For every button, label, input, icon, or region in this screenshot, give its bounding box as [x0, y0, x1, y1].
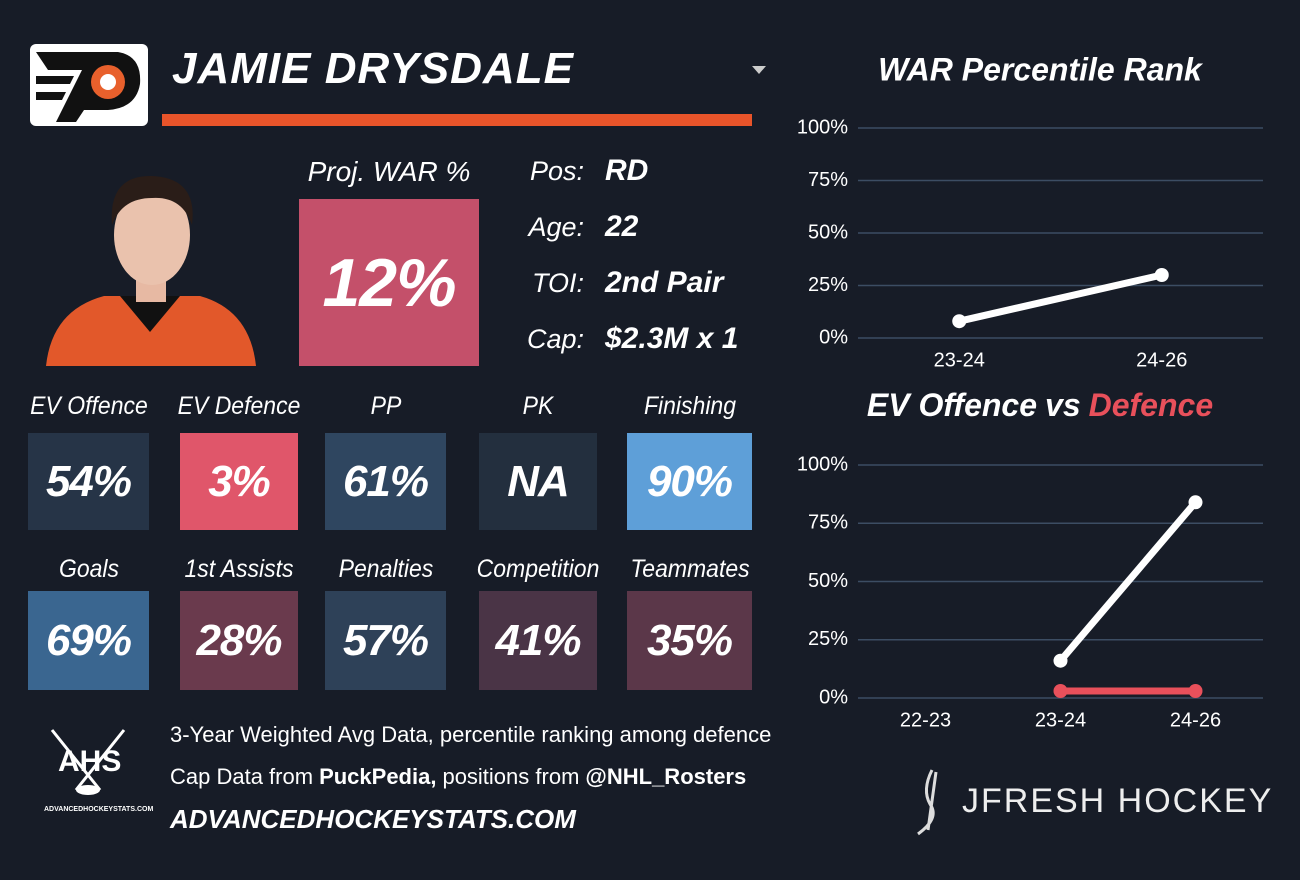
- credit-text: Cap Data from: [170, 764, 314, 789]
- player-photo: [46, 175, 256, 366]
- info-label: Cap:: [526, 324, 584, 354]
- footer-credits: Cap Data from PuckPedia, positions from …: [170, 764, 746, 790]
- tile-value: 28%: [180, 591, 298, 690]
- series-line: [955, 271, 1166, 325]
- credit-text: positions from: [442, 764, 580, 789]
- tile-label: PK: [522, 392, 554, 420]
- footer-url[interactable]: ADVANCEDHOCKEYSTATS.COM: [170, 804, 576, 834]
- tile-value: 61%: [325, 433, 446, 530]
- point: [1188, 495, 1203, 510]
- ahs-logo-small: ADVANCEDHOCKEYSTATS.COM: [44, 806, 154, 813]
- x-tick-label: 23-24: [934, 349, 985, 371]
- title-part: vs: [1045, 387, 1081, 423]
- x-tick-label: 23-24: [1035, 709, 1086, 731]
- info-label: Pos:: [529, 156, 584, 186]
- point: [1053, 653, 1068, 668]
- series-line: [1057, 498, 1199, 665]
- tile-label: Finishing: [643, 392, 736, 420]
- tile-label: Penalties: [338, 555, 433, 583]
- brand-mark: [917, 769, 938, 836]
- y-tick-label: 25%: [808, 274, 848, 296]
- tile-label: PP: [370, 392, 401, 420]
- team-logo: [30, 44, 148, 126]
- tile-value: 35%: [627, 591, 752, 690]
- info-value: 2nd Pair: [605, 266, 724, 299]
- proj-war-label: Proj. WAR %: [307, 156, 471, 187]
- tile-value: 90%: [627, 433, 752, 530]
- y-tick-label: 100%: [797, 116, 848, 138]
- info-label: Age:: [528, 212, 584, 242]
- tile-value: 54%: [28, 433, 149, 530]
- chart-title: EV Offence vs Defence: [867, 387, 1213, 423]
- title-part: EV Offence: [867, 387, 1037, 423]
- x-tick-label: 24-26: [1136, 349, 1187, 371]
- y-tick-label: 100%: [797, 453, 848, 475]
- dropdown-arrow[interactable]: [752, 66, 766, 74]
- chart-title: WAR Percentile Rank: [878, 51, 1204, 87]
- tile-label: Teammates: [629, 555, 750, 583]
- tile-value: 3%: [180, 433, 298, 530]
- info-label: TOI:: [531, 268, 584, 298]
- name-underline: [162, 114, 752, 126]
- y-tick-label: 50%: [808, 570, 848, 592]
- tile-label: EV Defence: [177, 392, 301, 420]
- point: [1154, 268, 1169, 282]
- y-tick-label: 0%: [819, 326, 848, 348]
- brand-name: JFRESH HOCKEY: [962, 782, 1274, 820]
- tile-value: 57%: [325, 591, 446, 690]
- tile-value: NA: [479, 433, 597, 530]
- info-value: $2.3M x 1: [605, 322, 739, 355]
- y-tick-label: 50%: [808, 221, 848, 243]
- info-value: 22: [605, 210, 639, 243]
- info-value: RD: [605, 154, 649, 187]
- ahs-logo: [50, 729, 126, 795]
- tile-value: 41%: [479, 591, 597, 690]
- point: [1053, 684, 1068, 699]
- y-tick-label: 75%: [808, 169, 848, 191]
- credit-source: @NHL_Rosters: [585, 764, 747, 789]
- player-name: JAMIE DRYSDALE: [172, 44, 574, 93]
- proj-war-value: 12%: [299, 199, 479, 366]
- tile-value: 69%: [28, 591, 149, 690]
- y-tick-label: 25%: [808, 628, 848, 650]
- tile-label: Competition: [476, 555, 600, 583]
- tile-label: Goals: [58, 555, 119, 583]
- title-part: Defence: [1089, 387, 1214, 423]
- x-tick-label: 22-23: [900, 709, 951, 731]
- credit-source: PuckPedia,: [319, 764, 437, 789]
- footer-note: 3-Year Weighted Avg Data, percentile ran…: [170, 722, 772, 747]
- ahs-logo-text: AHS: [58, 745, 122, 778]
- point: [952, 314, 967, 329]
- x-tick-label: 24-26: [1170, 709, 1221, 731]
- y-tick-label: 0%: [819, 686, 848, 708]
- tile-label: 1st Assists: [184, 555, 294, 583]
- y-tick-label: 75%: [808, 512, 848, 534]
- point: [1188, 684, 1203, 699]
- tile-label: EV Offence: [29, 392, 148, 420]
